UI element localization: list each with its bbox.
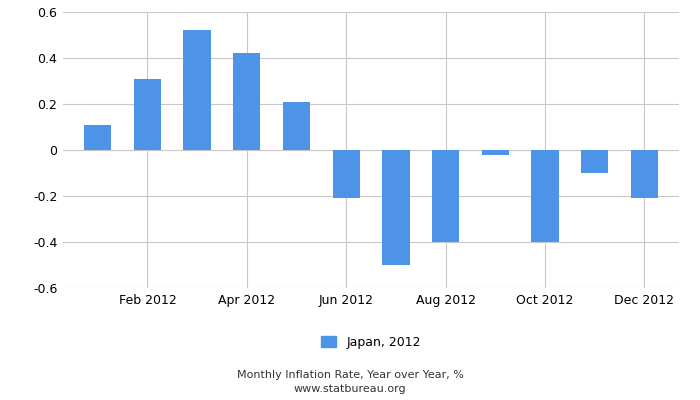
Bar — [233, 53, 260, 150]
Bar — [332, 150, 360, 198]
Bar — [631, 150, 658, 198]
Text: Monthly Inflation Rate, Year over Year, %: Monthly Inflation Rate, Year over Year, … — [237, 370, 463, 380]
Text: www.statbureau.org: www.statbureau.org — [294, 384, 406, 394]
Bar — [283, 102, 310, 150]
Bar — [382, 150, 410, 265]
Bar — [581, 150, 608, 173]
Bar — [482, 150, 509, 154]
Bar — [531, 150, 559, 242]
Legend: Japan, 2012: Japan, 2012 — [321, 336, 421, 349]
Bar — [432, 150, 459, 242]
Bar — [134, 79, 161, 150]
Bar — [183, 30, 211, 150]
Bar — [84, 125, 111, 150]
